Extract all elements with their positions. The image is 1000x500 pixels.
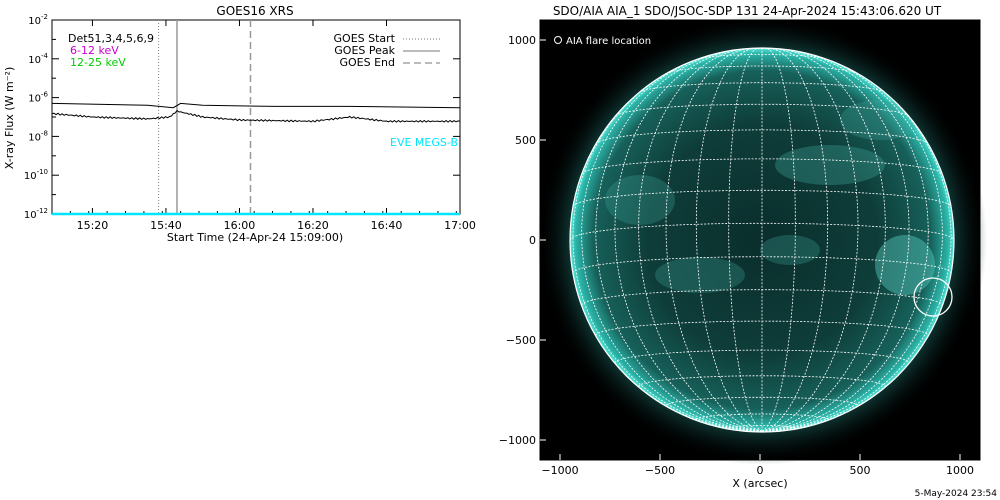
latitude-line	[572, 189, 952, 207]
eve-megs-b-label: EVE MEGS-B	[390, 136, 458, 149]
x-axis-label: Start Time (24-Apr-24 15:09:00)	[167, 231, 343, 244]
series-12-25kev	[51, 109, 461, 123]
y-tick-label: 10-4	[28, 52, 48, 66]
x-tick-label: 15:20	[77, 219, 109, 232]
longitude-line	[761, 49, 910, 432]
map-x-axis-label: X (arcsec)	[732, 477, 787, 490]
x-tick-label: 16:20	[297, 219, 329, 232]
y-tick-label: 10-6	[28, 91, 48, 105]
longitude-line	[728, 48, 763, 432]
x-tick-label: 16:40	[371, 219, 403, 232]
legend-detectors: Det51,3,4,5,6,9	[68, 32, 154, 45]
longitude-line	[572, 67, 763, 432]
longitude-line	[595, 50, 763, 432]
map-y-tick-label: −500	[506, 334, 536, 347]
longitude-line	[665, 48, 763, 432]
latitude-line	[698, 54, 826, 60]
longitude-line	[761, 48, 796, 432]
map-x-tick-label: 1000	[946, 464, 974, 477]
legend-goes-end: GOES End	[339, 56, 395, 69]
map-y-tick-label: −1000	[499, 434, 536, 447]
series-6-12kev	[51, 102, 461, 109]
plot-frame	[51, 19, 461, 215]
solar-disk	[570, 48, 954, 432]
aia-map-plot: SDO/AIA AIA_1 SDO/JSOC-SDP 131 24-Apr-20…	[499, 4, 987, 490]
x-tick-label: 16:00	[224, 219, 256, 232]
map-y-tick-label: 0	[529, 234, 536, 247]
map-x-tick-label: −500	[645, 464, 675, 477]
longitude-line	[761, 50, 929, 432]
map-y-tick-label: 1000	[508, 34, 536, 47]
map-axis-ticks: −1000 −500 0 500 1000 1000 500 0 −500 −1000	[499, 34, 974, 477]
longitude-line	[581, 53, 763, 432]
goes-xrs-plot: GOES16 XRS 15:20 15:40 16:00 16:20 16:40 17:0…	[3, 4, 476, 244]
y-tick-label: 10-10	[24, 168, 48, 182]
map-y-tick-label: 500	[515, 134, 536, 147]
longitude-line	[761, 48, 829, 432]
latitude-line	[639, 82, 885, 93]
x-tick-label: 15:40	[150, 219, 182, 232]
y-axis-label: X-ray Flux (W m⁻²)	[3, 67, 16, 169]
lat-lon-grid	[570, 48, 954, 432]
legend-goes-start: GOES Start	[334, 32, 396, 45]
longitude-line	[761, 48, 886, 432]
x-tick-label: 17:00	[444, 219, 476, 232]
map-x-tick-label: 500	[850, 464, 871, 477]
y-tick-label: 10-8	[28, 129, 48, 143]
map-x-tick-label: 0	[757, 464, 764, 477]
y-tick-label: 10-12	[24, 207, 48, 221]
longitude-line	[761, 48, 859, 432]
legend-12-25kev: 12-25 keV	[70, 56, 126, 69]
flux-series	[51, 20, 461, 216]
longitude-line	[761, 53, 943, 432]
map-title: SDO/AIA AIA_1 SDO/JSOC-SDP 131 24-Apr-20…	[553, 4, 942, 18]
longitude-line	[761, 67, 952, 432]
flare-location-marker	[913, 277, 953, 317]
legend-goes-peak: GOES Peak	[334, 44, 395, 57]
legend-marker-icon	[554, 36, 562, 44]
footer-timestamp: 5-May-2024 23:54	[915, 489, 998, 499]
latitude-line	[581, 158, 943, 175]
longitude-line	[638, 48, 763, 432]
legend-6-12kev: 6-12 keV	[70, 44, 119, 57]
longitude-line	[614, 49, 763, 432]
latitude-line	[695, 413, 829, 420]
longitude-line	[695, 48, 763, 432]
legend-flare-location: AIA flare location	[566, 36, 651, 47]
y-tick-label: 10-2	[28, 13, 48, 27]
plot-title: GOES16 XRS	[216, 4, 293, 18]
map-x-tick-label: −1000	[541, 464, 578, 477]
limb-outline	[569, 47, 955, 433]
latitude-line	[595, 129, 929, 144]
